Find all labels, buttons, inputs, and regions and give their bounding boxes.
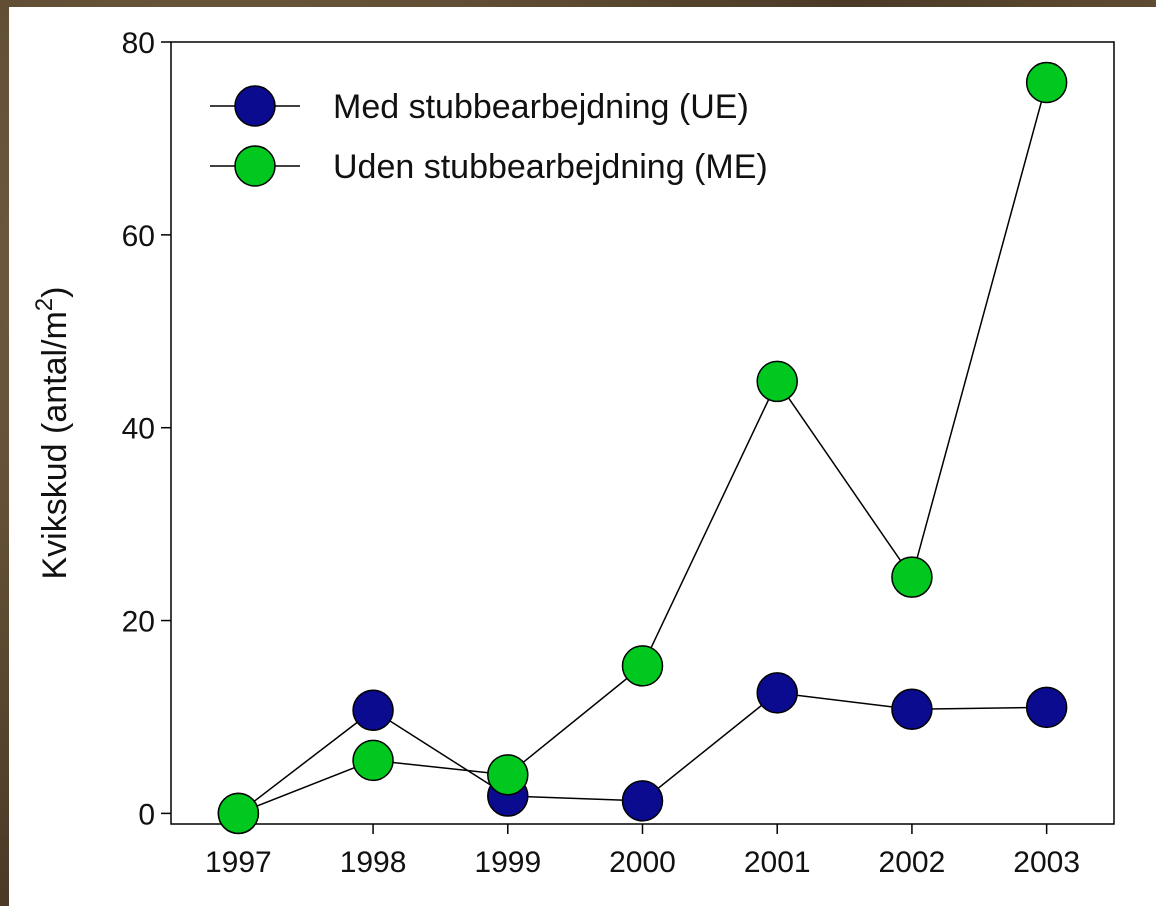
data-point [892,689,932,729]
legend-label: Med stubbearbejdning (UE) [333,88,749,126]
data-point [488,755,528,795]
legend-marker [235,146,275,186]
y-tick-label: 60 [122,220,155,253]
legend-label: Uden stubbearbejdning (ME) [333,148,768,186]
data-point [1027,62,1067,102]
data-point [623,646,663,686]
x-tick-label: 2000 [609,846,676,879]
y-tick-label: 20 [122,606,155,639]
x-tick-label: 2001 [744,846,811,879]
data-point [218,793,258,833]
x-tick-label: 1999 [474,846,541,879]
x-tick-label: 1998 [340,846,407,879]
page: Kvikskud (antal/m2) 0 20 40 60 80 1997 1998 199… [0,0,1156,906]
y-axis-title-superscript: 2 [31,298,58,311]
y-axis-title: Kvikskud (antal/m2) [31,286,74,579]
data-point [892,557,932,597]
data-point [1027,687,1067,727]
y-tick-label: 40 [122,413,155,446]
data-point [757,673,797,713]
legend-marker [235,86,275,126]
data-point [353,690,393,730]
x-tick-label: 2002 [879,846,946,879]
y-tick-label: 80 [122,27,155,60]
data-point [353,740,393,780]
y-tick-label: 0 [138,798,155,831]
y-axis-title-main: Kvikskud (antal/m [36,311,74,579]
chart-background [9,7,1156,906]
chart: Kvikskud (antal/m2) 0 20 40 60 80 1997 1998 199… [0,0,1156,906]
x-tick-label: 2003 [1013,846,1080,879]
data-point [757,361,797,401]
y-axis-title-suffix: ) [36,286,74,297]
data-point [623,781,663,821]
x-tick-label: 1997 [205,846,272,879]
